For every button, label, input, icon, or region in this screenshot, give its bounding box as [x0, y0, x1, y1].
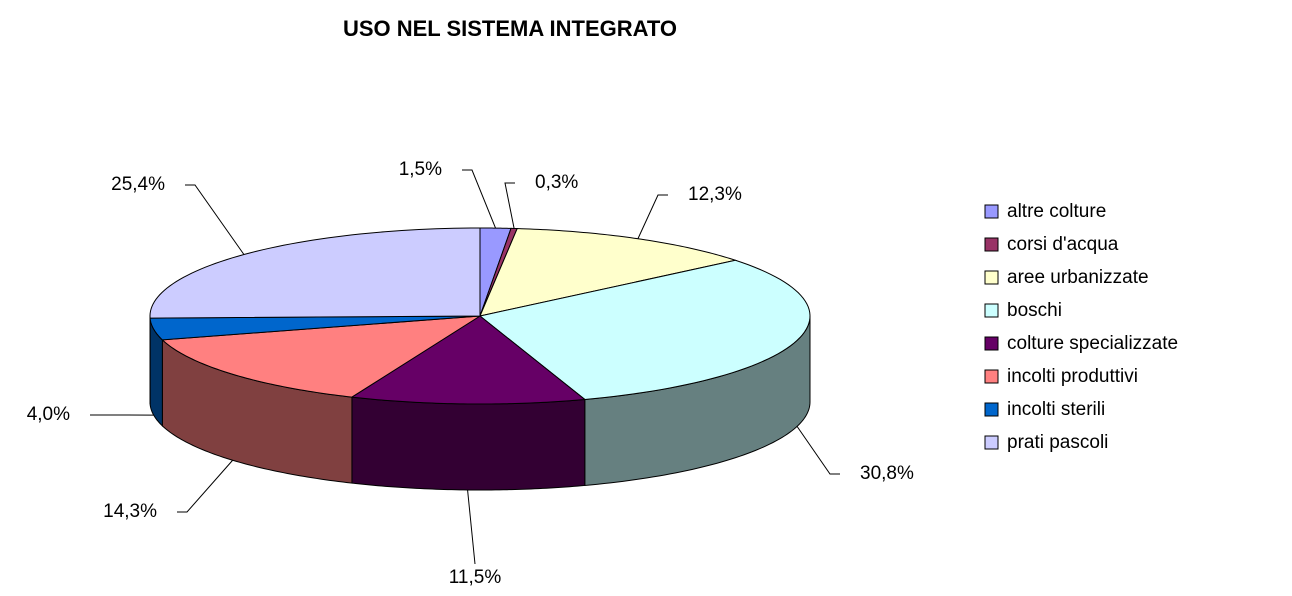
legend-label: aree urbanizzate	[1007, 267, 1149, 288]
leader-line	[796, 426, 840, 475]
legend-swatch	[984, 435, 999, 450]
legend-swatch	[984, 204, 999, 219]
data-label: 25,4%	[111, 174, 165, 195]
data-label: 0,3%	[535, 172, 578, 193]
data-label: 14,3%	[103, 501, 157, 522]
legend-swatch	[984, 402, 999, 417]
pie-slice	[478, 259, 811, 400]
leader-line	[504, 182, 515, 229]
legend-label: colture specializzate	[1007, 333, 1178, 354]
legend-swatch	[984, 237, 999, 252]
pie-slice	[149, 315, 481, 341]
leader-line	[177, 459, 234, 513]
data-label: 12,3%	[688, 184, 742, 205]
pie-slice	[161, 315, 481, 398]
legend-label: corsi d'acqua	[1007, 234, 1119, 255]
legend-swatch	[984, 336, 999, 351]
pie-slice-side	[351, 396, 586, 491]
legend-label: boschi	[1007, 300, 1062, 321]
data-label: 11,5%	[449, 567, 502, 588]
data-label: 30,8%	[860, 463, 914, 484]
legend-label: altre colture	[1007, 201, 1106, 222]
legend-label: incolti sterili	[1007, 399, 1105, 420]
pie-slice	[350, 315, 587, 405]
pie-slice	[479, 228, 738, 317]
legend-swatch	[984, 270, 999, 285]
legend-label: incolti produttivi	[1007, 366, 1138, 387]
leader-line	[462, 169, 496, 229]
legend-swatch	[984, 303, 999, 318]
leader-line	[637, 194, 668, 239]
legend-label: prati pascoli	[1007, 432, 1108, 453]
data-label: 4,0%	[27, 404, 70, 425]
leader-line	[467, 489, 476, 565]
chart-title: USO NEL SISTEMA INTEGRATO	[343, 16, 677, 41]
legend-swatch	[984, 369, 999, 384]
pie-slice	[149, 227, 481, 319]
data-label: 1,5%	[399, 159, 442, 180]
leader-line	[185, 184, 245, 255]
